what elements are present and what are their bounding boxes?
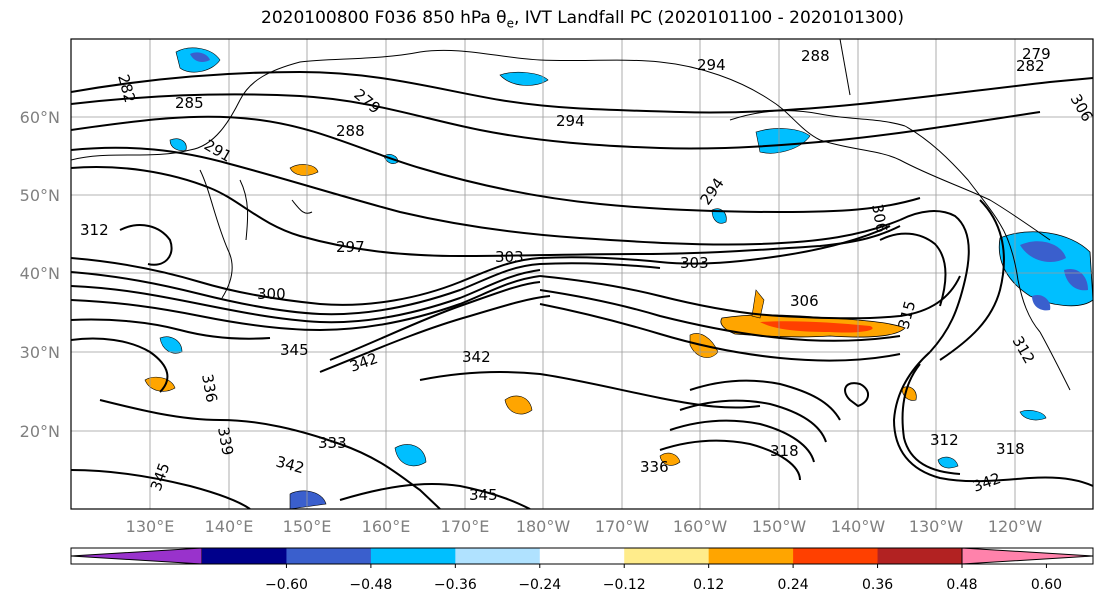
contour-label: 318 [770, 442, 799, 460]
colorbar-segment [455, 548, 541, 564]
colorbar-tick-label: −0.36 [434, 577, 477, 593]
contour-label: 285 [175, 94, 204, 112]
contour-label: 345 [280, 341, 309, 359]
lon-label: 130°E [126, 517, 175, 536]
contour-label: 288 [801, 47, 830, 65]
lat-label: 60°N [20, 108, 60, 127]
contour-label: 288 [336, 122, 365, 140]
colorbar-extend-low [70, 547, 203, 565]
colorbar-segment [370, 548, 456, 564]
contour-label: 312 [80, 221, 109, 239]
colorbar-tick-label: 0.60 [1031, 577, 1062, 593]
lon-label: 120°W [988, 517, 1043, 536]
contour-label: 303 [495, 248, 524, 266]
lon-label: 170°E [441, 517, 490, 536]
colorbar-tick-label: −0.60 [265, 577, 308, 593]
colorbar-tick-label: 0.12 [693, 577, 724, 593]
latitude-labels: 60°N 50°N 40°N 30°N 20°N [20, 108, 60, 441]
contour-label: 303 [680, 254, 709, 272]
contour-labels: 282 285 279 291 288 294 294 288 294 279 … [80, 45, 1093, 504]
negative-pc-region [998, 231, 1093, 307]
colorbar-tick-label: 0.48 [946, 577, 977, 593]
contour-label: 336 [640, 458, 669, 476]
longitude-labels: 130°E 140°E 150°E 160°E 170°E 180°W 170°… [126, 517, 1043, 536]
contour-label: 297 [336, 238, 365, 256]
graticule [71, 39, 1093, 509]
contour-label: 300 [257, 285, 286, 303]
colorbar-segment [202, 548, 287, 564]
contour-label: 294 [556, 112, 585, 130]
lon-label: 140°E [205, 517, 254, 536]
colorbar-segment [877, 548, 963, 564]
colorbar-tick-label: −0.12 [603, 577, 646, 593]
colorbar: −0.60 −0.48 −0.36 −0.24 −0.12 0.12 0.24 0.36 0.4… [70, 547, 1094, 593]
lat-label: 50°N [20, 186, 60, 205]
contour-label: 345 [469, 486, 498, 504]
colorbar-segment [539, 548, 625, 564]
lon-label: 180°W [516, 517, 571, 536]
colorbar-tick-label: −0.24 [518, 577, 561, 593]
map-frame [70, 38, 1094, 510]
contour-label: 282 [1016, 57, 1045, 75]
colorbar-extend-high [961, 547, 1094, 565]
colorbar-tick-label: −0.48 [349, 577, 392, 593]
lat-label: 20°N [20, 422, 60, 441]
colorbar-segment [793, 548, 879, 564]
colorbar-segment [624, 548, 710, 564]
lat-label: 40°N [20, 264, 60, 283]
contour-label: 336 [198, 373, 221, 404]
contour-label: 306 [868, 203, 891, 234]
contour-label: 306 [790, 292, 819, 310]
colorbar-segment [708, 548, 794, 564]
lon-label: 130°W [909, 517, 964, 536]
contour-label: 339 [214, 426, 237, 457]
contour-label: 279 [1022, 45, 1051, 63]
contour-label: 342 [462, 348, 491, 366]
lat-label: 30°N [20, 343, 60, 362]
contour-label: 294 [697, 56, 726, 74]
strong-pc-core [760, 321, 873, 333]
contour-label: 318 [996, 440, 1025, 458]
contour-label: 333 [318, 434, 347, 452]
contour-label: 312 [930, 431, 959, 449]
lon-label: 160°W [673, 517, 728, 536]
figure-title: 2020100800 F036 850 hPa θe, IVT Landfall… [261, 8, 904, 31]
lon-label: 160°E [362, 517, 411, 536]
theta-e-contours [71, 70, 1093, 509]
colorbar-segment [286, 548, 372, 564]
lon-label: 140°W [831, 517, 886, 536]
coastlines [71, 39, 1071, 391]
colorbar-tick-label: 0.24 [778, 577, 809, 593]
lon-label: 150°W [752, 517, 807, 536]
lon-label: 170°W [595, 517, 650, 536]
lon-label: 150°E [283, 517, 332, 536]
map-area: 282 285 279 291 288 294 294 288 294 279 … [71, 39, 1093, 509]
colorbar-tick-label: 0.36 [862, 577, 893, 593]
